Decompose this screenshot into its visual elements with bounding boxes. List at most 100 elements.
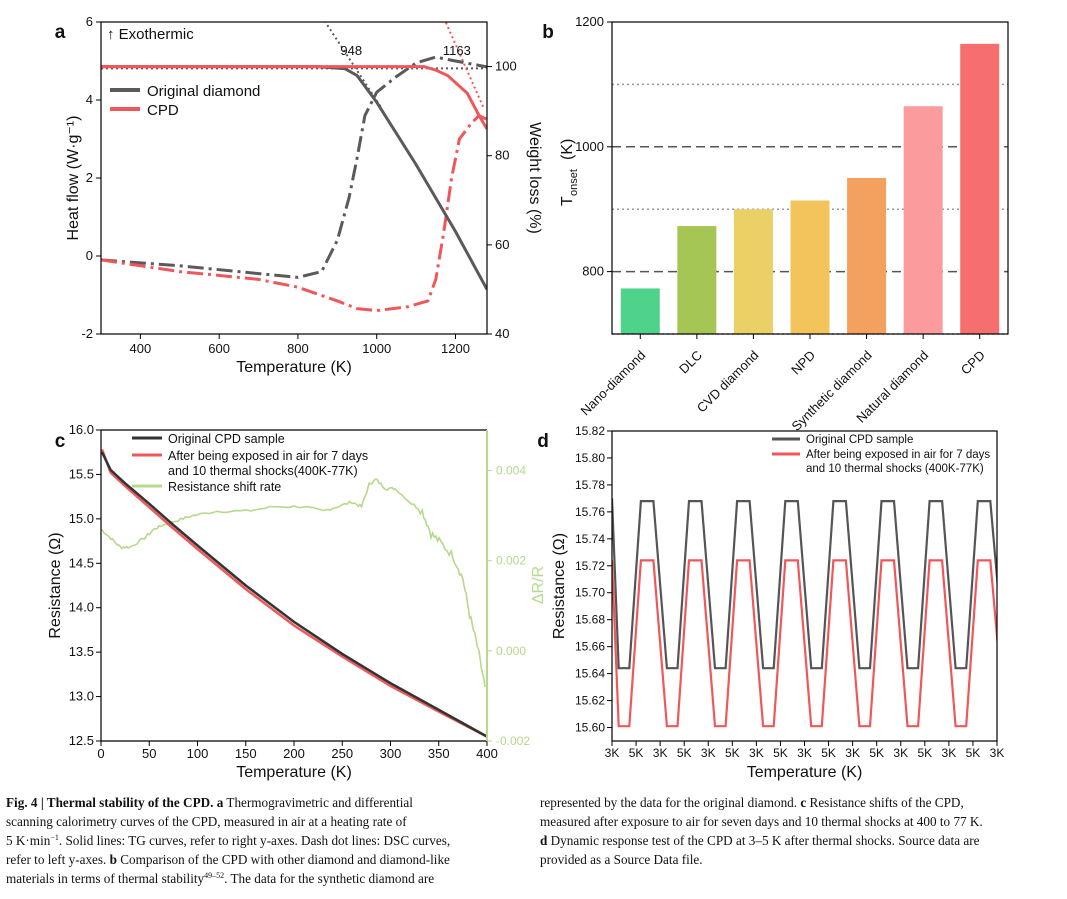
caption-text: materials in terms of thermal stability: [6, 871, 205, 886]
y-tick-label: 16.0: [69, 422, 94, 437]
x-tick-label: 5K: [821, 746, 836, 760]
panel-label-d: d: [537, 431, 549, 452]
onset-lines: [101, 22, 487, 108]
curves: [101, 449, 487, 738]
y-right-tick-label: 40: [495, 326, 509, 341]
x-tick-label: NPD: [788, 348, 818, 378]
y-tick-label: 13.0: [69, 689, 94, 704]
x-tick-label: 3K: [942, 746, 957, 760]
x-tick-label: 100: [187, 746, 209, 761]
caption-reference: 49–52: [204, 871, 225, 880]
y-tick-label: 15.72: [575, 559, 605, 573]
caption-line: materials in terms of thermal stability4…: [6, 869, 526, 888]
original-sample-curve: [101, 451, 487, 738]
after-exposure-curve: [612, 559, 997, 728]
panel-c: 0 50 100 150 200 250 300 350 400 12.5 13.0 13.5 14.0…: [47, 422, 547, 781]
x-tick-label: 1000: [362, 341, 391, 356]
onset-label-cpd: 1163: [443, 43, 471, 58]
curves: [101, 55, 487, 313]
caption-line: refer to left y-axes. b Comparison of th…: [6, 850, 526, 869]
x-tick-label: 350: [428, 746, 450, 761]
legend-label-after-2: and 10 thermal shocks (400K-77K): [806, 463, 984, 475]
caption-line: provided as a Source Data file.: [540, 850, 1065, 869]
figure: 400 600 800 1000 1200-20246406080100Temperat…: [47, 14, 1009, 781]
y-right-tick-label: 60: [495, 237, 509, 252]
x-tick-label: 1200: [441, 341, 470, 356]
caption-label-d: d: [540, 833, 548, 848]
x-tick-label: 150: [235, 746, 257, 761]
x-tick-label: 5K: [629, 746, 644, 760]
caption-text: 5 K·min: [6, 833, 51, 848]
x-tick-label: 3K: [749, 746, 764, 760]
x-tick-label: 0: [97, 746, 104, 761]
y-tick-label: 15.76: [575, 505, 605, 519]
caption-label-b: b: [109, 852, 117, 867]
caption-title: Thermal stability of the CPD.: [46, 795, 214, 810]
panel-a: 400 600 800 1000 1200 -2 0 2 4 6 40 60 80 100 Temperat…: [65, 14, 543, 376]
x-tick-label: 3K: [893, 746, 908, 760]
y-tick-label: 15.70: [575, 586, 605, 600]
x-axis-label: Temperature (K): [236, 764, 352, 781]
caption-line: represented by the data for the original…: [540, 793, 1065, 812]
x-tick-label: 250: [331, 746, 353, 761]
x-tick-label: 3K: [990, 746, 1005, 760]
exothermic-annotation: ↑ Exothermic: [107, 26, 194, 43]
y-tick-label: 6: [86, 14, 93, 29]
caption-text: represented by the data for the original…: [540, 795, 798, 810]
caption-text: refer to left y-axes.: [6, 852, 107, 867]
x-tick-label: 5K: [966, 746, 981, 760]
y-axis-label-t: T: [559, 196, 576, 206]
y-tick-label: 15.62: [575, 694, 605, 708]
y-right-axis-label: Weight loss (%): [526, 122, 543, 234]
caption-text: Thermogravimetric and differential: [226, 795, 413, 810]
x-tick-label: DLC: [676, 348, 705, 377]
original-onset-tangent: [324, 22, 382, 108]
x-tick-label: 5K: [677, 746, 692, 760]
y-right-tick-label: 80: [495, 148, 509, 163]
curves: [612, 498, 997, 728]
y-tick-label: 15.64: [575, 667, 605, 681]
bar-cvd-diamond: [733, 209, 773, 334]
x-tick-label: 3K: [701, 746, 716, 760]
y-right-tick-label: 0.002: [496, 554, 526, 568]
legend-label-original: Original diamond: [147, 83, 260, 100]
dsc-curve-original: [101, 55, 487, 279]
y-tick-label: 15.66: [575, 640, 605, 654]
x-tick-label: 5K: [725, 746, 740, 760]
panel-d: 3K 5K 3K 5K 3K 5K 3K 5K 3K 5K 3K 5K 3K 5K 3K 5K 3K15.601…: [551, 424, 1005, 781]
plot-frame: [611, 21, 1009, 335]
y-tick-label: 800: [582, 264, 604, 279]
bar-natural-diamond: [903, 106, 943, 335]
caption-left: Fig. 4 | Thermal stability of the CPD. a…: [6, 793, 526, 888]
y-tick-label: 15.0: [69, 511, 94, 526]
shift-rate-curve: [101, 478, 486, 688]
caption-text: Dynamic response test of the CPD at 3–5 …: [550, 833, 980, 848]
legend-label-cpd: CPD: [147, 102, 179, 119]
panel-label-a: a: [55, 22, 66, 43]
caption-line: measured after exposure to air for seven…: [540, 812, 1065, 831]
y-right-tick-label: 0.000: [496, 644, 526, 658]
bar-npd: [790, 200, 830, 334]
caption-label-a: a: [216, 795, 224, 810]
caption-text: . Solid lines: TG curves, refer to right…: [58, 833, 451, 848]
y-tick-label: 15.82: [575, 424, 605, 438]
y-tick-label: 0: [86, 248, 93, 263]
x-tick-label: 800: [287, 341, 309, 356]
tg-curve-original: [101, 65, 487, 291]
caption-line: 5 K·min−1. Solid lines: TG curves, refer…: [6, 831, 526, 850]
bar-nano-diamond: [620, 288, 660, 334]
x-tick-label: Nano-diamond: [577, 348, 648, 419]
panel-label-c: c: [55, 431, 66, 452]
y-tick-label: 15.5: [69, 466, 94, 481]
caption-text: . The data for the synthetic diamond are: [224, 871, 435, 886]
caption-line: scanning calorimetry curves of the CPD, …: [6, 812, 526, 831]
after-exposure-curve: [101, 449, 487, 738]
caption-text: Resistance shifts of the CPD,: [809, 795, 964, 810]
caption-line: d Dynamic response test of the CPD at 3–…: [540, 831, 1065, 850]
legend-label-after-2: and 10 thermal shocks(400K-77K): [168, 464, 358, 478]
x-tick-label: 3K: [605, 746, 620, 760]
caption-text: Comparison of the CPD with other diamond…: [120, 852, 450, 867]
x-axis-label: Temperature (K): [236, 359, 352, 376]
y-axis-label-sub: onset: [568, 169, 580, 196]
